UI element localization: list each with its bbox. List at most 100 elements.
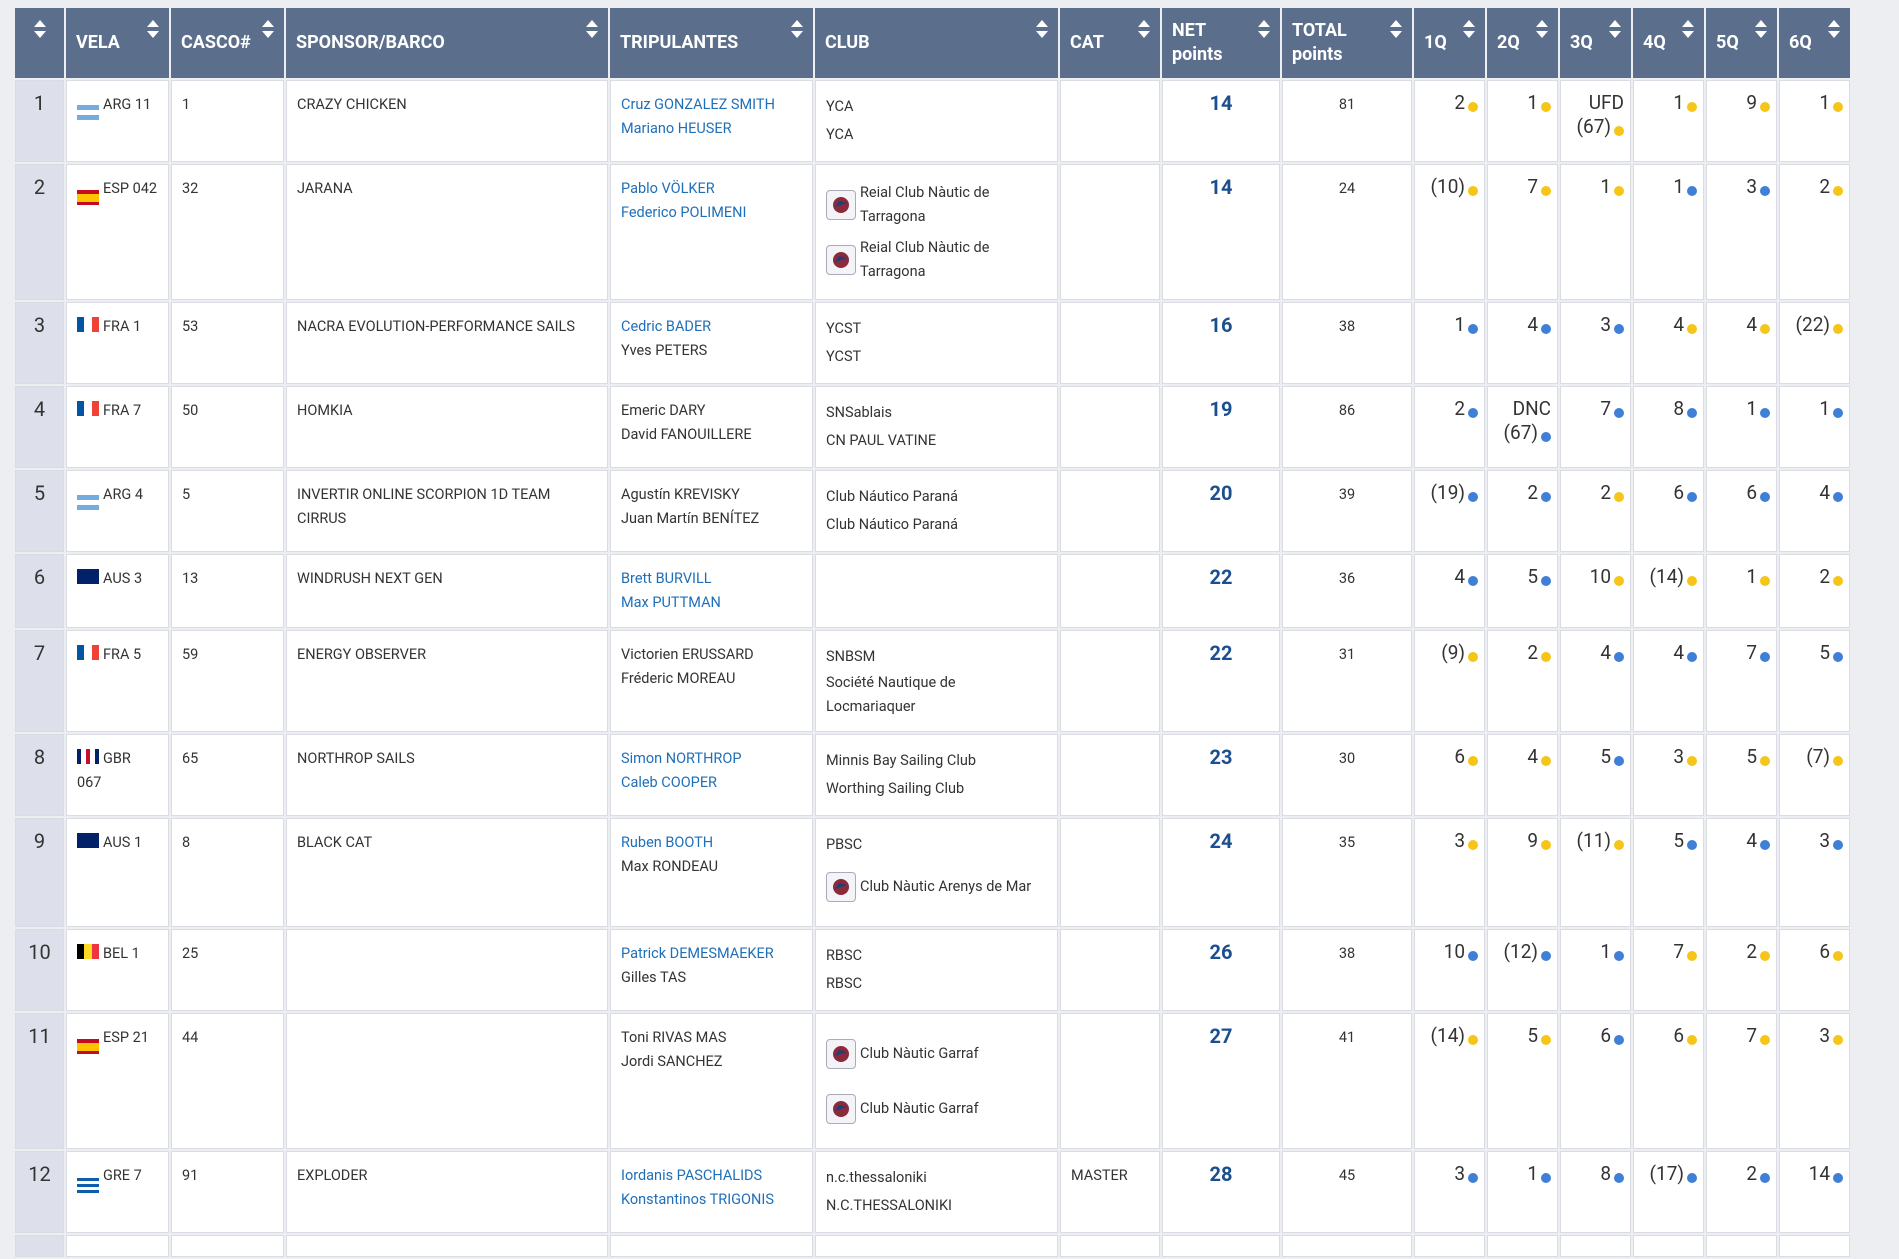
sail-number: ARG 11 (103, 96, 152, 113)
score-dot (1760, 1035, 1770, 1045)
score-dot (1687, 492, 1697, 502)
race-value: 10 (1589, 565, 1611, 588)
sort-header[interactable]: CAT (1060, 8, 1160, 78)
flag (77, 317, 99, 332)
sort-header[interactable]: TOTAL points (1282, 8, 1412, 78)
crew-link[interactable]: Max PUTTMAN (621, 594, 721, 611)
crew-link[interactable]: Cedric BADER (621, 318, 712, 335)
result-row: 3 FRA 1 53 NACRA EVOLUTION-PERFORMANCE SAIL… (15, 302, 1850, 384)
sponsor: BLACK CAT (286, 818, 608, 927)
clubs: Club Náutico Paraná Club Náutico Paraná (815, 470, 1058, 552)
race-value: 6 (1600, 1024, 1611, 1047)
race-value: DNC (67) (1503, 397, 1551, 444)
empty-cell (610, 1235, 813, 1257)
score-dot (1833, 1173, 1843, 1183)
net-points: 27 (1162, 1013, 1280, 1149)
score-dot (1833, 102, 1843, 112)
crew: Cruz GONZALEZ SMITH Mariano HEUSER (610, 80, 813, 162)
race-value: 6 (1673, 481, 1684, 504)
race-value: (14) (1430, 1024, 1465, 1047)
club: Reial Club Nàutic de Tarragona (826, 232, 1047, 287)
race-value: 6 (1673, 1024, 1684, 1047)
race-score: 8 (1633, 386, 1704, 468)
result-row: 9 AUS 1 8 BLACK CAT Ruben BOOTH Max RONDEAU PB… (15, 818, 1850, 927)
sort-header[interactable]: VELA (66, 8, 169, 78)
crew-link[interactable]: Mariano HEUSER (621, 120, 732, 137)
sail-cell: BEL 1 (66, 929, 169, 1011)
crew: Emeric DARY David FANOUILLERE (610, 386, 813, 468)
net-points: 14 (1162, 164, 1280, 300)
score-dot (1468, 840, 1478, 850)
clubs: n.c.thessaloniki N.C.THESSALONIKI (815, 1151, 1058, 1233)
crew: Iordanis PASCHALIDS Konstantinos TRIGONIS (610, 1151, 813, 1233)
race-score: 3 (1706, 164, 1777, 300)
race-value: 2 (1454, 397, 1465, 420)
crew-link[interactable]: Caleb COOPER (621, 774, 717, 791)
sort-header[interactable]: 5Q (1706, 8, 1777, 78)
sort-header[interactable]: 6Q (1779, 8, 1850, 78)
empty-cell (1282, 1235, 1412, 1257)
race-value: 6 (1746, 481, 1757, 504)
crew-link[interactable]: Iordanis PASCHALIDS (621, 1167, 763, 1184)
sort-header[interactable]: TRIPULANTES (610, 8, 813, 78)
crew-link[interactable]: Konstantinos TRIGONIS (621, 1191, 774, 1208)
race-score: 6 (1633, 1013, 1704, 1149)
club: Club Nàutic Garraf (826, 1026, 1047, 1081)
race-score: 2 (1414, 386, 1485, 468)
category (1060, 302, 1160, 384)
category: MASTER (1060, 1151, 1160, 1233)
total-points: 38 (1282, 302, 1412, 384)
sail-cell: FRA 5 (66, 630, 169, 732)
race-value: 10 (1443, 940, 1465, 963)
net-points: 23 (1162, 734, 1280, 816)
crew-link[interactable]: Patrick DEMESMAEKER (621, 945, 774, 962)
race-score: 10 (1414, 929, 1485, 1011)
sort-header[interactable]: NET points (1162, 8, 1280, 78)
race-value: 2 (1527, 481, 1538, 504)
race-score: 1 (1560, 929, 1631, 1011)
score-dot (1833, 756, 1843, 766)
club: RBSC (826, 942, 1047, 970)
club-name: Club Náutico Paraná (826, 488, 959, 505)
sort-header[interactable]: 1Q (1414, 8, 1485, 78)
sort-header[interactable]: CLUB (815, 8, 1058, 78)
crew-link[interactable]: Simon NORTHROP (621, 750, 742, 767)
sort-header[interactable]: 3Q (1560, 8, 1631, 78)
club-name: RBSC (826, 975, 863, 992)
sort-header[interactable]: CASCO# (171, 8, 284, 78)
crew: Pablo VÖLKER Federico POLIMENI (610, 164, 813, 300)
sail-number: ESP 21 (103, 1029, 149, 1046)
sort-header[interactable]: 2Q (1487, 8, 1558, 78)
crew-link[interactable]: Pablo VÖLKER (621, 180, 715, 197)
category (1060, 734, 1160, 816)
sponsor-name: BLACK CAT (297, 834, 373, 851)
clubs: SNSablais CN PAUL VATINE (815, 386, 1058, 468)
total-points: 38 (1282, 929, 1412, 1011)
race-score: 4 (1487, 302, 1558, 384)
race-value: 2 (1746, 940, 1757, 963)
score-dot (1687, 408, 1697, 418)
sail-number: FRA 5 (103, 646, 142, 663)
sort-header[interactable] (15, 8, 64, 78)
crew-link[interactable]: Brett BURVILL (621, 570, 712, 587)
hull-number: 13 (171, 554, 284, 628)
crew-link[interactable]: Federico POLIMENI (621, 204, 747, 221)
race-score: 4 (1706, 818, 1777, 927)
race-score: 6 (1414, 734, 1485, 816)
sort-header[interactable]: 4Q (1633, 8, 1704, 78)
page: {"table":{ "headers":["VELA","CASCO#","S… (15, 8, 1850, 1257)
score-dot (1614, 324, 1624, 334)
race-score: UFD (67) (1560, 80, 1631, 162)
sponsor-name: NORTHROP SAILS (297, 750, 415, 767)
sail-cell: FRA 7 (66, 386, 169, 468)
club-name: YCST (826, 348, 862, 365)
position: 8 (15, 734, 64, 816)
crew-name: Fréderic MOREAU (621, 670, 736, 687)
score-dot (1541, 756, 1551, 766)
race-value: 5 (1673, 829, 1684, 852)
crew-link[interactable]: Cruz GONZALEZ SMITH (621, 96, 775, 113)
sort-header[interactable]: SPONSOR/BARCO (286, 8, 608, 78)
crew-link[interactable]: Ruben BOOTH (621, 834, 714, 851)
score-dot (1687, 840, 1697, 850)
flag (77, 401, 99, 416)
